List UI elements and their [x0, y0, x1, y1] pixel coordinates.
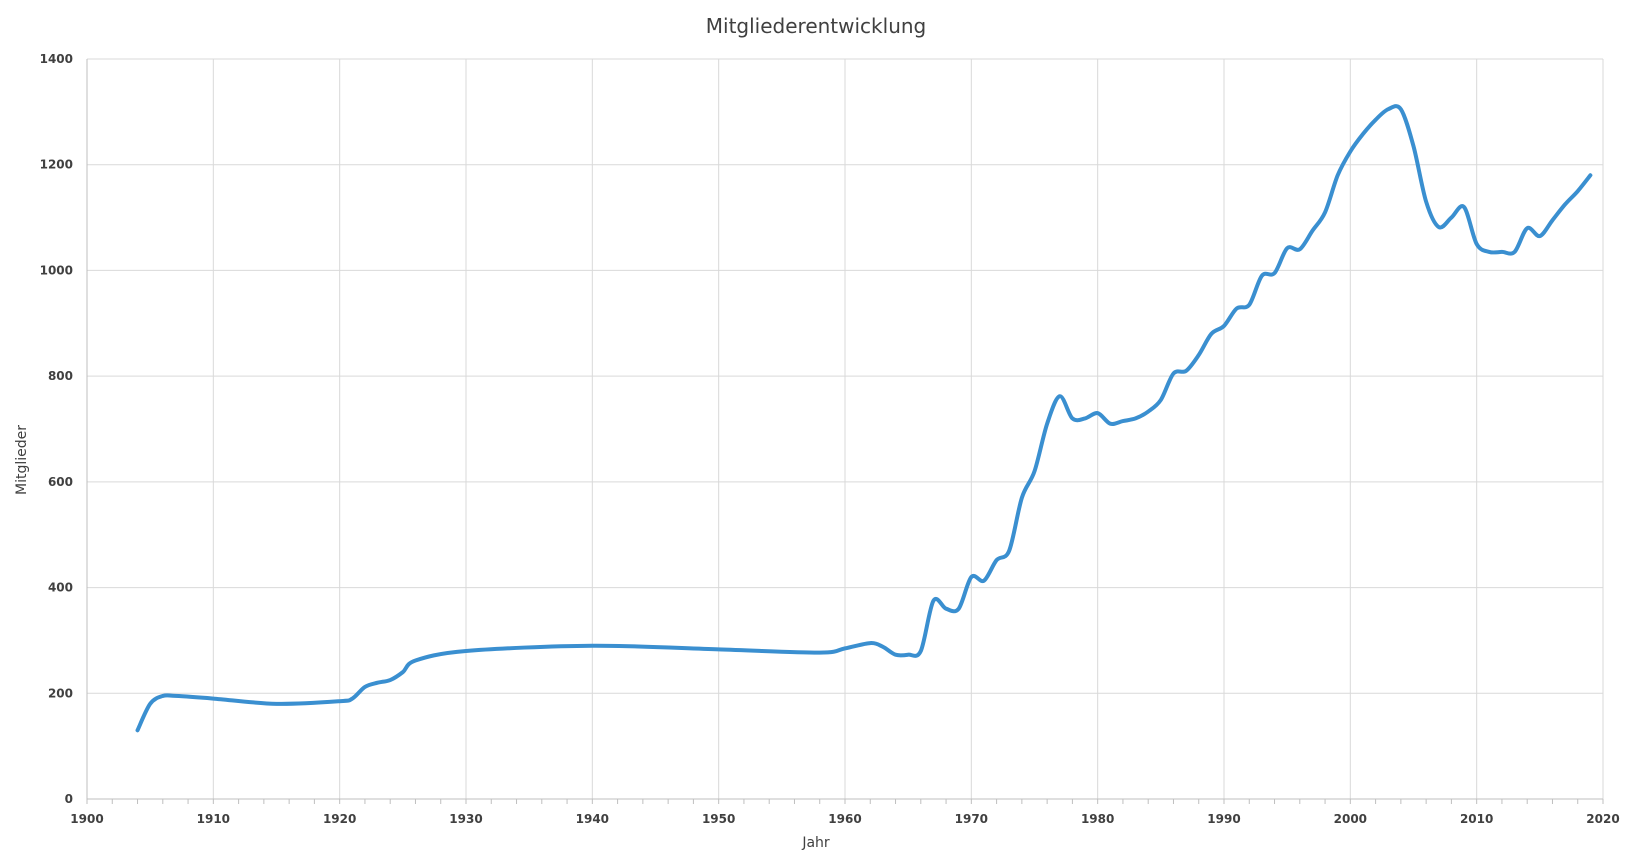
- x-tick-label: 1910: [197, 812, 230, 826]
- axes: [86, 59, 1604, 804]
- x-axis-label: Jahr: [802, 835, 830, 851]
- y-tick-label: 1200: [40, 158, 73, 172]
- x-tick-label: 1940: [576, 812, 609, 826]
- y-tick-label: 400: [48, 581, 73, 595]
- series-line: [135, 104, 1593, 733]
- x-tick-label: 1900: [70, 812, 103, 826]
- tick-labels: 0 200 400 600 800 1000 1200 1400 1900 1910 1920 193…: [40, 52, 1620, 826]
- y-tick-label: 0: [65, 792, 73, 806]
- series-layer: [135, 104, 1593, 733]
- x-tick-label: 1920: [323, 812, 356, 826]
- y-tick-label: 1000: [40, 263, 73, 277]
- y-tick-label: 200: [48, 686, 73, 700]
- y-tick-label: 800: [48, 369, 73, 383]
- chart-title: Mitgliederentwicklung: [705, 14, 927, 38]
- x-tick-label: 2000: [1334, 812, 1367, 826]
- x-tick-label: 1990: [1207, 812, 1240, 826]
- grid-lines: [87, 58, 1604, 799]
- x-tick-label: 2010: [1460, 812, 1493, 826]
- x-tick-label: 1970: [955, 812, 988, 826]
- y-tick-label: 1400: [40, 52, 73, 66]
- x-tick-label: 1960: [828, 812, 861, 826]
- x-tick-label: 1950: [702, 812, 735, 826]
- y-tick-label: 600: [48, 475, 73, 489]
- x-tick-label: 1980: [1081, 812, 1114, 826]
- x-tick-label: 1930: [449, 812, 482, 826]
- x-tick-label: 2020: [1586, 812, 1619, 826]
